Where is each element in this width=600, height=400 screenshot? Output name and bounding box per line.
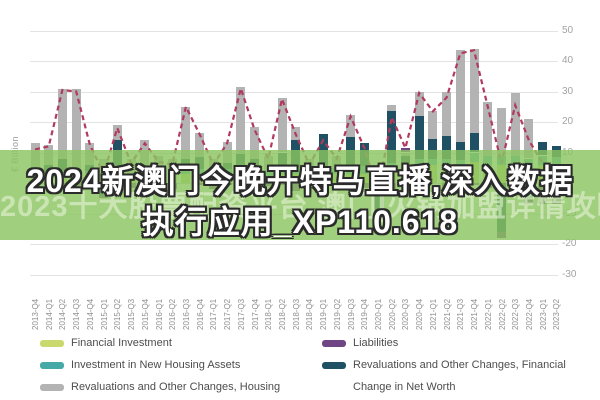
bar-segment	[236, 86, 246, 154]
y-axis-label: -30	[562, 269, 577, 280]
y-axis-label: -20	[562, 238, 577, 249]
x-axis-label: 2015-Q1	[99, 298, 109, 330]
legend-swatch	[322, 361, 346, 369]
page-subtitle: 执行应用_XP110.618	[141, 204, 459, 240]
x-axis-label: 2017-Q2	[223, 298, 233, 330]
bar-segment	[428, 111, 438, 139]
y-axis-label: 40	[562, 55, 574, 66]
bar-segment	[455, 50, 465, 142]
x-axis-label: 2023-Q1	[538, 298, 548, 330]
x-axis-label: 2022-Q2	[497, 298, 507, 330]
x-axis-label: 2017-Q1	[209, 298, 219, 330]
x-axis-label: 2015-Q4	[140, 298, 150, 330]
gridline-30	[30, 92, 558, 93]
x-axis-label: 2022-Q4	[524, 298, 534, 330]
x-axis-label: 2015-Q2	[113, 298, 123, 330]
x-axis-label: 2018-Q3	[291, 298, 301, 330]
legend-swatch	[40, 383, 64, 391]
legend-label: Investment in New Housing Assets	[71, 359, 241, 371]
x-axis-label: 2017-Q4	[250, 298, 260, 330]
watermark-text: 2023十大股票配资平台 澳门|火锅加盟详情攻略	[0, 191, 600, 223]
gridline-50	[30, 31, 558, 32]
bar-segment	[483, 101, 493, 156]
gridline--30	[30, 275, 558, 276]
legend-swatch	[40, 339, 64, 347]
gridline-40	[30, 61, 558, 62]
legend-item: Investment in New Housing Assets	[40, 358, 240, 372]
gridline--20	[30, 244, 558, 245]
bar-segment	[112, 125, 122, 141]
bar-segment	[291, 126, 301, 141]
x-axis-label: 2018-Q4	[305, 298, 315, 330]
legend-label: Revaluations and Other Changes, Financia…	[353, 359, 566, 371]
overlay-banner	[0, 150, 600, 240]
x-axis-label: 2019-Q3	[346, 298, 356, 330]
bar-segment	[387, 105, 397, 112]
x-axis-label: 2022-Q1	[483, 298, 493, 330]
x-axis-label: 2019-Q4	[360, 298, 370, 330]
x-axis-label: 2023-Q2	[552, 298, 562, 330]
legend-label: Liabilities	[353, 337, 399, 349]
y-axis-label: 50	[562, 25, 574, 36]
x-axis-label: 2021-Q1	[428, 298, 438, 330]
x-axis-label: 2016-Q4	[195, 298, 205, 330]
x-axis-label: 2021-Q3	[456, 298, 466, 330]
legend-item: Revaluations and Other Changes, Housing	[40, 380, 280, 394]
x-axis-label: 2020-Q1	[374, 298, 383, 330]
bar-segment	[510, 93, 520, 156]
bar-segment	[277, 97, 287, 153]
x-axis-label: 2021-Q2	[442, 298, 452, 330]
legend-item: Change in Net Worth	[322, 380, 456, 394]
legend-label: Revaluations and Other Changes, Housing	[71, 381, 281, 393]
bar-segment	[346, 115, 356, 138]
x-axis-label: 2014-Q2	[58, 298, 68, 330]
x-axis-label: 2019-Q2	[332, 298, 342, 330]
x-axis-label: 2014-Q1	[44, 298, 54, 330]
x-axis-label: 2016-Q3	[181, 298, 191, 330]
bar-segment	[469, 48, 479, 134]
x-axis-label: 2014-Q3	[72, 298, 82, 330]
page-title: 2024新澳门今晚开特马直播,深入数据	[26, 163, 574, 199]
bar-segment	[414, 91, 424, 116]
x-axis-label: 2016-Q2	[168, 298, 178, 330]
x-axis-label: 2022-Q3	[511, 298, 521, 330]
gridline-20	[30, 122, 558, 123]
x-axis-label: 2016-Q1	[154, 298, 164, 330]
legend-swatch	[322, 339, 346, 347]
x-axis-label: 2018-Q2	[278, 298, 287, 330]
bar-segment	[57, 88, 67, 159]
bar-segment	[442, 91, 452, 136]
legend-item: Liabilities	[322, 336, 398, 350]
x-axis-label: 2020-Q2	[387, 298, 397, 330]
legend-swatch	[40, 361, 64, 369]
y-axis-label: 30	[562, 86, 574, 97]
legend-item: Revaluations and Other Changes, Financia…	[322, 358, 566, 372]
legend-label: Change in Net Worth	[353, 381, 456, 393]
legend-item: Financial Investment	[40, 336, 172, 350]
bar-segment	[497, 108, 506, 156]
x-axis-label: 2018-Q1	[264, 298, 274, 330]
x-axis-label: 2020-Q4	[415, 298, 425, 330]
x-axis-label: 2014-Q4	[85, 298, 95, 330]
x-axis-label: 2019-Q1	[319, 298, 329, 330]
legend-label: Financial Investment	[71, 337, 172, 349]
x-axis-label: 2020-Q3	[401, 298, 411, 330]
x-axis-label: 2017-Q3	[236, 298, 246, 330]
x-axis-label: 2015-Q3	[127, 298, 136, 330]
x-axis-label: 2013-Q4	[31, 298, 40, 330]
y-axis-label: 20	[562, 116, 574, 127]
x-axis-label: 2021-Q4	[470, 298, 479, 330]
